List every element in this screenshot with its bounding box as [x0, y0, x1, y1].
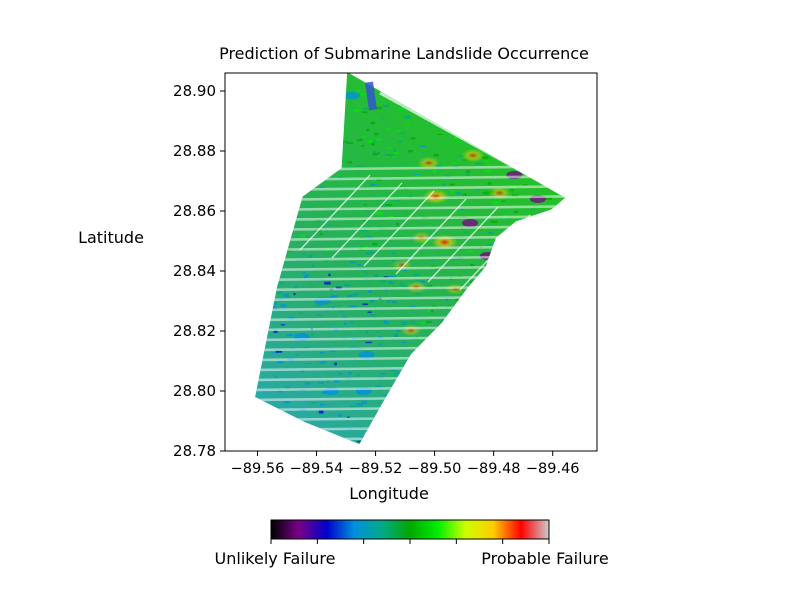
hotspot	[461, 148, 485, 163]
track-diagonal	[299, 174, 371, 251]
track-stripe	[255, 434, 566, 442]
x-tick-label: −89.46	[526, 461, 580, 477]
coldspot	[358, 351, 375, 359]
coldspot	[462, 219, 479, 227]
track-diagonal	[363, 190, 435, 267]
track-diagonal	[331, 182, 403, 259]
hotspot	[400, 324, 422, 337]
track-diagonal	[395, 198, 467, 275]
colorbar-gradient	[270, 519, 550, 540]
colorbar-min-label: Unlikely Failure	[215, 549, 336, 568]
plot-area	[250, 73, 600, 450]
colorbar: Unlikely Failure Probable Failure	[215, 519, 609, 568]
x-tick-label: −89.54	[290, 461, 344, 477]
y-tick-label: 28.90	[173, 82, 216, 100]
y-tick-label: 28.82	[173, 322, 216, 340]
x-axis-label: Longitude	[349, 484, 429, 503]
y-tick-label: 28.86	[173, 202, 216, 220]
x-tick-label: −89.52	[349, 461, 403, 477]
y-axis-label: Latitude	[78, 228, 144, 247]
track-stripe	[255, 194, 566, 202]
x-tick-label: −89.56	[231, 461, 285, 477]
y-tick-label: 28.88	[173, 142, 216, 160]
heatmap-layer	[250, 73, 600, 450]
hotspot	[417, 156, 441, 170]
x-tick-label: −89.50	[408, 461, 462, 477]
hotspot	[445, 283, 466, 295]
north-strip	[365, 81, 377, 111]
track-stripe	[255, 424, 566, 432]
track-stripe	[250, 446, 600, 450]
y-axis: 28.78 28.80 28.82 28.84 28.86 28.88 28.90	[173, 82, 225, 460]
colorbar-ticks	[270, 539, 550, 544]
y-tick-label: 28.84	[173, 262, 216, 280]
track-stripe	[255, 204, 566, 212]
coldspot	[343, 91, 360, 100]
plot-frame	[224, 72, 598, 452]
y-tick-label: 28.80	[173, 382, 216, 400]
y-tick-label: 28.78	[173, 442, 216, 460]
colorbar-max-label: Probable Failure	[481, 549, 609, 568]
track-diagonal	[427, 206, 499, 283]
chart-title: Prediction of Submarine Landslide Occurr…	[219, 44, 589, 63]
track-diagonal	[491, 222, 563, 299]
x-axis: −89.56 −89.54 −89.52 −89.50 −89.48 −89.46	[231, 451, 580, 477]
x-tick-label: −89.48	[467, 461, 521, 477]
